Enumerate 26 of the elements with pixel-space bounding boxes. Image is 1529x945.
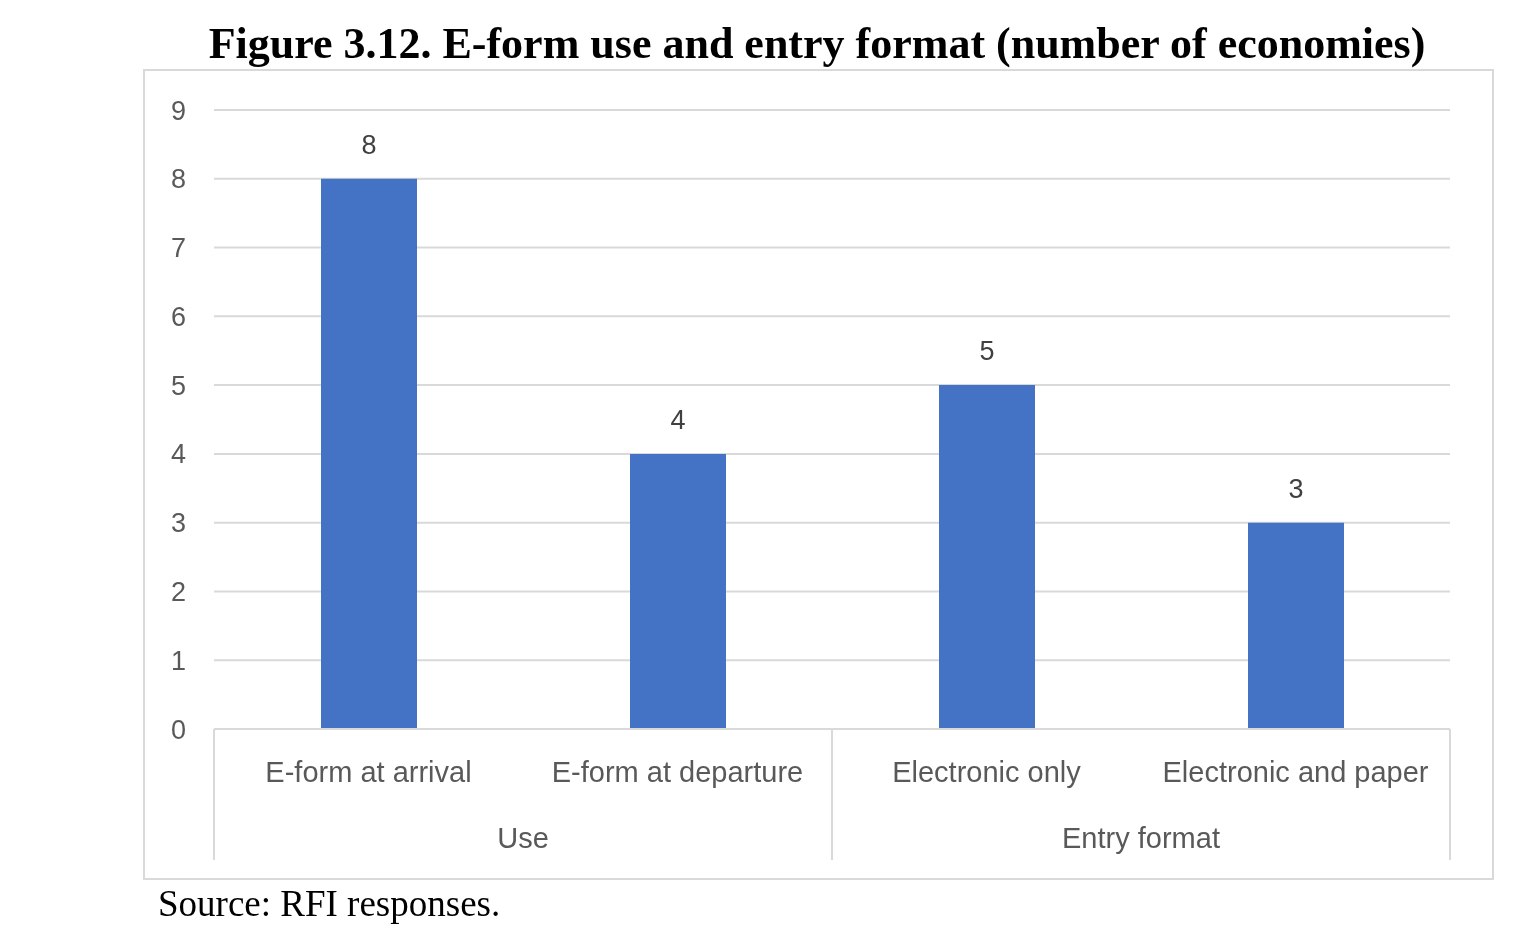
text: Use <box>497 822 549 854</box>
y-tick-label: 5 <box>170 370 186 401</box>
y-tick-label: 3 <box>170 508 186 539</box>
data-label: 3 <box>1288 473 1304 504</box>
y-tick-label: 2 <box>170 577 186 608</box>
x-tick-label: Electronic and paper <box>1162 755 1429 788</box>
bar <box>630 453 726 729</box>
source-note: Source: RFI responses. <box>158 882 501 925</box>
chart-title: Figure 3.12. E-form use and entry format (number of economies) <box>207 18 1427 69</box>
x-tick-label: E-form at arrival <box>265 755 472 788</box>
y-tick-label: 7 <box>170 233 186 264</box>
y-tick-label: 0 <box>170 714 186 745</box>
y-tick-label: 4 <box>170 439 186 470</box>
y-tick-label: 8 <box>170 164 186 195</box>
data-label: 8 <box>361 129 377 160</box>
bar <box>939 385 1035 729</box>
bar <box>321 178 417 729</box>
y-tick-label: 1 <box>170 645 186 676</box>
y-tick-label: 6 <box>170 301 186 332</box>
y-tick-label: 9 <box>170 95 186 126</box>
x-tick-label: Electronic only <box>892 755 1082 788</box>
x-tick-label: E-form at departure <box>551 755 804 788</box>
bar <box>1248 522 1344 729</box>
data-label: 5 <box>979 336 995 367</box>
data-label: 4 <box>670 404 686 435</box>
text: Entry format <box>1062 822 1220 854</box>
